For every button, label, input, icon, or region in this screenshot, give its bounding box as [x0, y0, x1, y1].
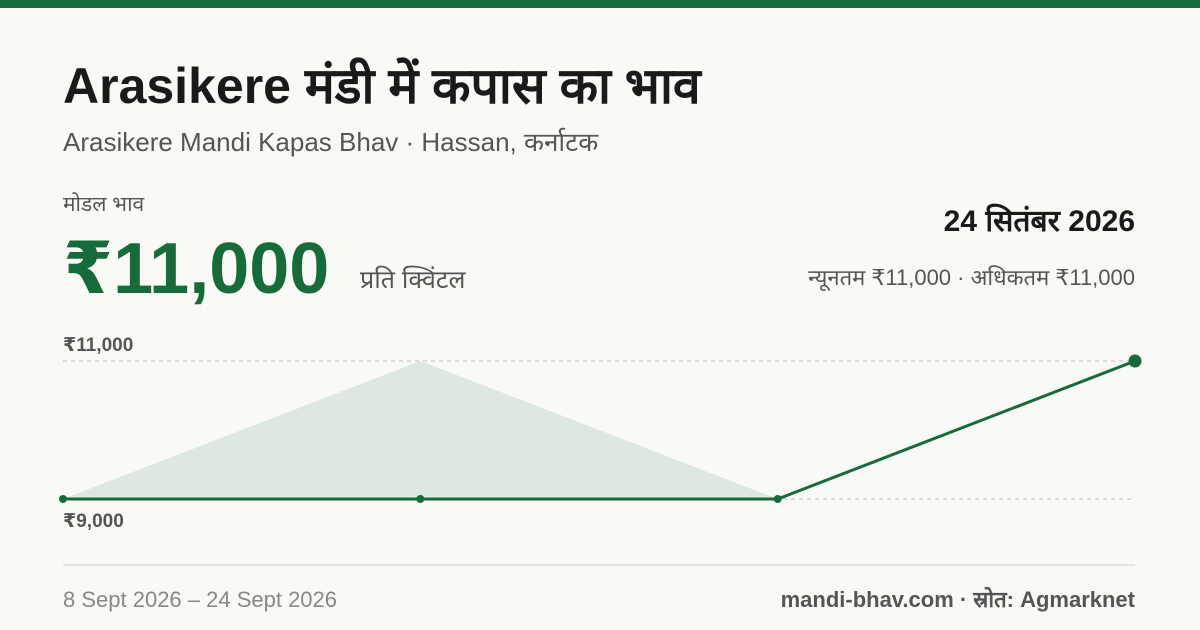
point	[416, 495, 425, 503]
point	[59, 495, 67, 503]
point	[773, 495, 782, 503]
title: Arasikere मंडी में कपास का भाव	[63, 57, 703, 114]
range-band	[63, 361, 1135, 499]
price-label: मोडल भाव	[63, 192, 145, 216]
date: 24 सितंबर 2026	[944, 203, 1135, 238]
price-line	[63, 359, 1136, 501]
y-tick-label: ₹9,000	[63, 511, 124, 532]
point	[1128, 354, 1142, 368]
top-bar	[0, 0, 1200, 8]
price: ₹11,000	[63, 229, 329, 309]
unit: प्रति क्विंटल	[360, 265, 466, 294]
period: 8 Sept 2026 – 24 Sept 2026	[63, 587, 337, 612]
y-tick-label: ₹11,000	[63, 335, 133, 356]
min-max: न्यूनतम ₹11,000 · अधिकतम ₹11,000	[808, 265, 1135, 292]
source: mandi-bhav.com · स्रोत: Agmarknet	[781, 586, 1136, 612]
subtitle: Arasikere Mandi Kapas Bhav · Hassan, कर्…	[63, 127, 599, 157]
